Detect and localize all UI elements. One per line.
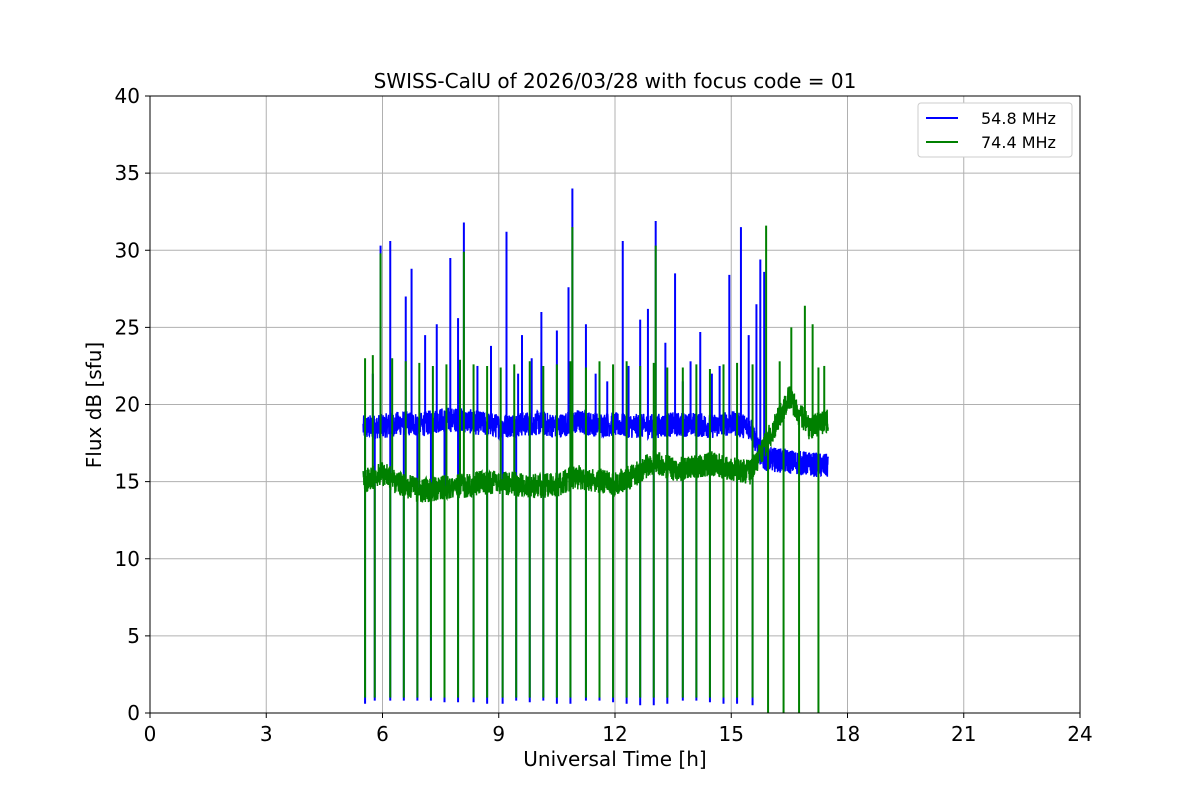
legend-label: 74.4 MHz: [981, 133, 1056, 152]
y-tick-label: 5: [127, 624, 140, 648]
legend: 54.8 MHz 74.4 MHz: [917, 102, 1073, 158]
y-tick-label: 15: [115, 470, 140, 494]
y-tick-label: 10: [115, 547, 140, 571]
chart-title: SWISS-CalU of 2026/03/28 with focus code…: [374, 69, 857, 93]
legend-label: 54.8 MHz: [981, 109, 1056, 128]
x-tick-label: 9: [492, 722, 505, 746]
y-tick-label: 35: [115, 161, 140, 185]
x-tick-label: 3: [260, 722, 273, 746]
x-tick-label: 6: [376, 722, 389, 746]
series-line: [362, 386, 829, 503]
x-tick-label: 18: [835, 722, 860, 746]
y-tick-label: 20: [115, 393, 140, 417]
y-tick-label: 0: [127, 701, 140, 725]
y-tick-label: 25: [115, 315, 140, 339]
y-tick-label: 40: [115, 84, 140, 108]
plot-area: [362, 188, 829, 713]
x-tick-label: 12: [602, 722, 627, 746]
x-tick-label: 24: [1067, 722, 1092, 746]
series-2: [362, 225, 829, 713]
x-axis-label: Universal Time [h]: [523, 747, 706, 771]
y-axis: 0 5 10 15 20 25 30 35 40: [115, 84, 150, 725]
x-tick-label: 15: [719, 722, 744, 746]
x-axis: 0 3 6 9 12 15 18 21 24: [144, 713, 1093, 746]
y-tick-label: 30: [115, 238, 140, 262]
x-tick-label: 0: [144, 722, 157, 746]
legend-box: [917, 102, 1073, 158]
y-axis-label: Flux dB [sfu]: [82, 342, 106, 468]
x-tick-label: 21: [951, 722, 976, 746]
